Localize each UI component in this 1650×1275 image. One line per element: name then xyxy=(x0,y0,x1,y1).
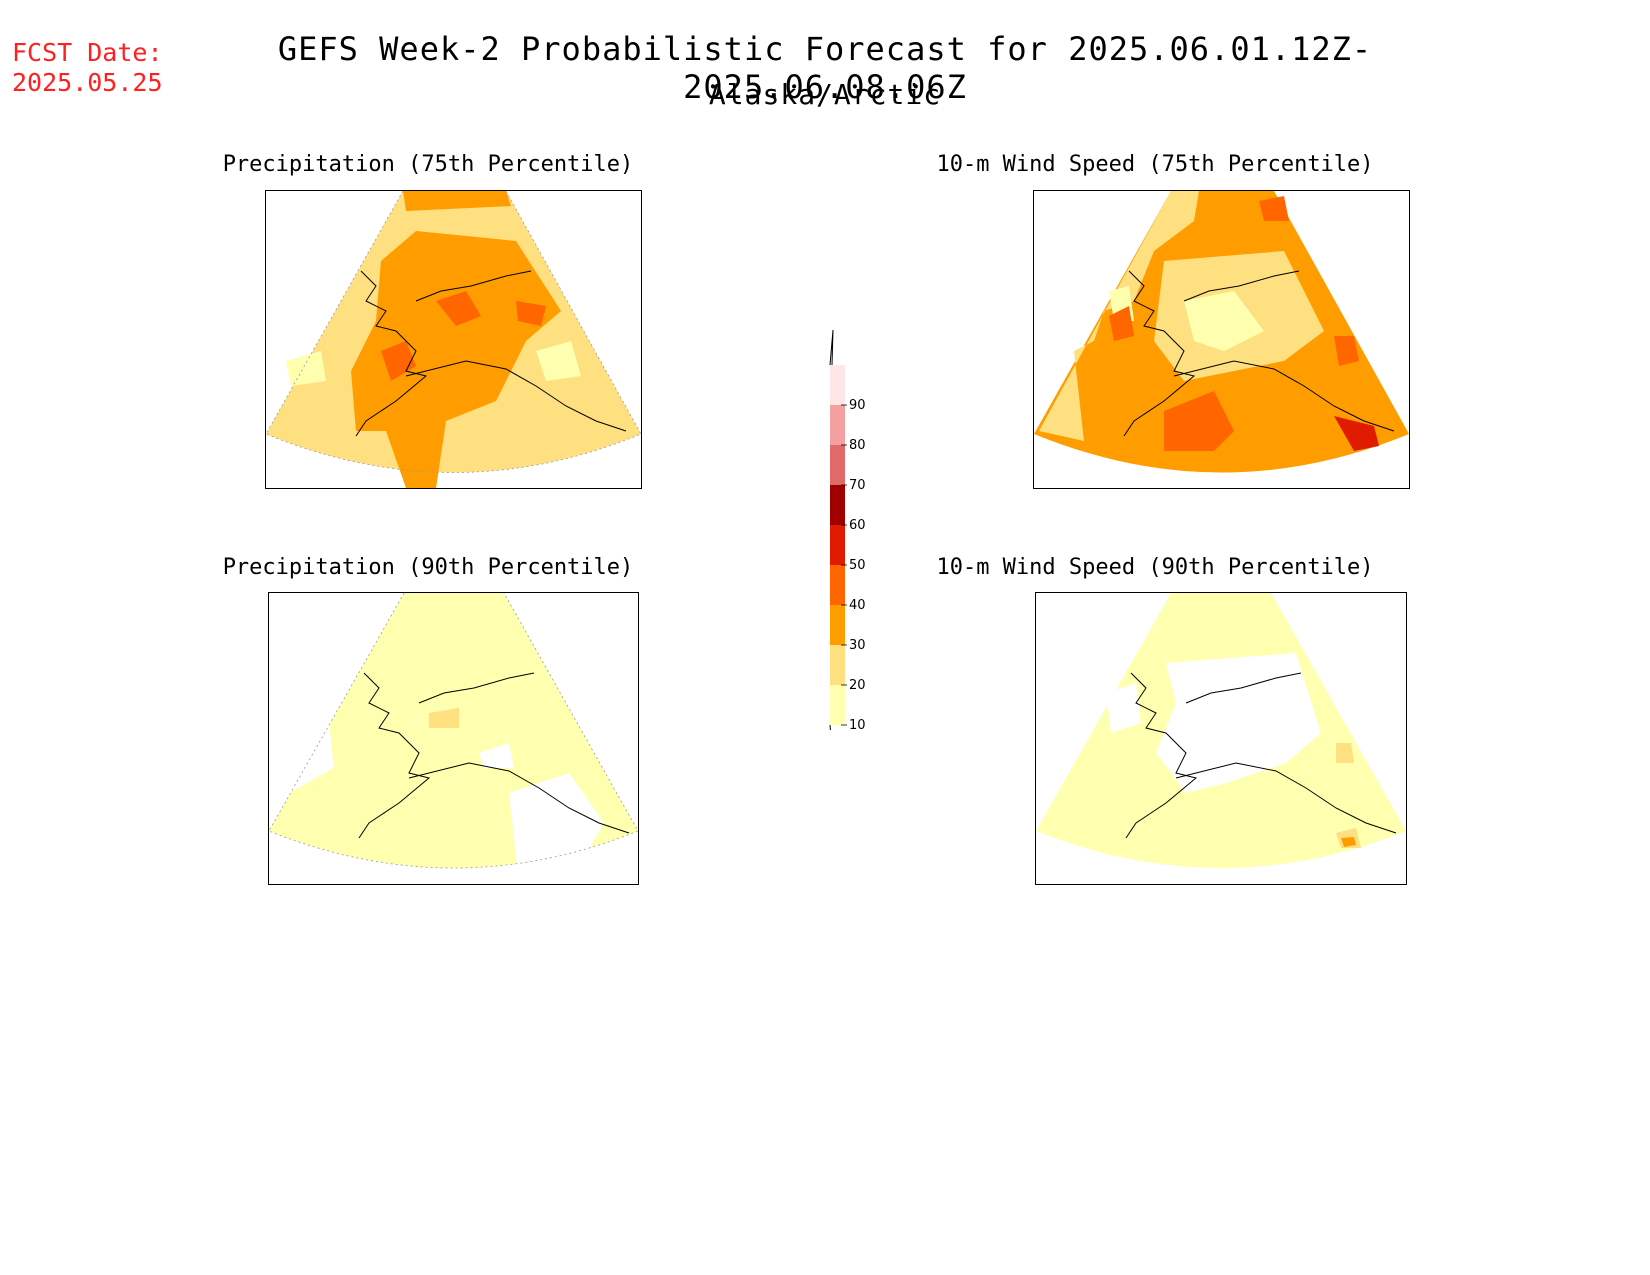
coastline xyxy=(1125,672,1397,839)
colorbar-tick-label: 20 xyxy=(849,678,866,693)
colorbar-swatch xyxy=(830,405,845,445)
coastline xyxy=(1123,270,1395,437)
colorbar-bottom-tip xyxy=(829,724,834,761)
map-fill-none-b xyxy=(1106,683,1141,733)
colorbar-swatch xyxy=(830,365,845,405)
panel-title-wind-75: 10-m Wind Speed (75th Percentile) xyxy=(936,152,1374,177)
colorbar-tick-label: 60 xyxy=(849,518,866,533)
map-fill-40d xyxy=(1259,196,1289,221)
forecast-date-label: FCST Date: 2025.05.25 xyxy=(12,38,163,98)
colorbar-top-tip xyxy=(829,329,834,366)
map-wind-75-plot xyxy=(1034,191,1409,473)
coastline xyxy=(358,672,630,839)
map-outline xyxy=(266,191,641,473)
map-wind-90-plot xyxy=(1036,593,1406,868)
map-fill-10 xyxy=(1184,291,1264,351)
map-fill-20 xyxy=(429,708,459,728)
map-fill-40c xyxy=(1334,336,1359,366)
map-fill-none-c xyxy=(289,723,334,793)
colorbar-tick-label: 50 xyxy=(849,558,866,573)
map-fill-10 xyxy=(536,341,581,381)
map-precip-90 xyxy=(268,592,639,885)
map-wind-90 xyxy=(1035,592,1407,885)
panel-title-precip-90: Precipitation (90th Percentile) xyxy=(222,555,634,580)
colorbar-tick-label: 30 xyxy=(849,638,866,653)
map-fill-none xyxy=(509,773,604,884)
colorbar-swatch xyxy=(830,525,845,565)
page-title: GEFS Week-2 Probabilistic Forecast for 2… xyxy=(277,30,1373,106)
map-fill-none-b xyxy=(479,743,514,768)
region-subtitle: Alaska/Arctic xyxy=(708,78,942,111)
colorbar-tick-label: 70 xyxy=(849,478,866,493)
colorbar-tick-label: 10 xyxy=(849,718,866,730)
colorbar-swatch xyxy=(830,605,845,645)
colorbar-swatch xyxy=(830,645,845,685)
map-fill-40 xyxy=(1164,391,1234,451)
fcst-date-value: 2025.05.25 xyxy=(12,68,163,97)
colorbar-swatch xyxy=(830,485,845,525)
map-wind-75 xyxy=(1033,190,1410,489)
colorbar-swatch xyxy=(830,565,845,605)
colorbar-tick-label: 40 xyxy=(849,598,866,613)
map-precip-75 xyxy=(265,190,642,489)
map-fill-10b xyxy=(286,351,326,386)
fcst-date-caption: FCST Date: xyxy=(12,38,163,67)
colorbar-swatch xyxy=(830,445,845,485)
panel-title-precip-75: Precipitation (75th Percentile) xyxy=(222,152,634,177)
coastline xyxy=(355,270,627,437)
map-fill-none xyxy=(1156,653,1321,793)
map-fill-20 xyxy=(1039,191,1199,441)
colorbar-tick-label: 90 xyxy=(849,398,866,413)
colorbar-swatch xyxy=(830,685,845,725)
map-fill-40b xyxy=(516,301,546,326)
map-fill-40 xyxy=(436,291,481,326)
colorbar-tick-label: 80 xyxy=(849,438,866,453)
map-fill-30b xyxy=(403,191,511,211)
map-fill-20b xyxy=(1336,743,1354,763)
map-fill-30 xyxy=(351,231,561,488)
colorbar-plot: 90 80 70 60 50 40 30 20 10 xyxy=(829,329,866,761)
panel-title-wind-90: 10-m Wind Speed (90th Percentile) xyxy=(936,555,1374,580)
map-fill-50 xyxy=(1334,416,1379,451)
colorbar: 90 80 70 60 50 40 30 20 10 xyxy=(815,329,875,761)
map-precip-75-plot xyxy=(266,191,641,488)
map-fill-40b xyxy=(1109,306,1134,341)
map-precip-90-plot xyxy=(269,593,638,884)
map-fill-30 xyxy=(1341,837,1356,847)
